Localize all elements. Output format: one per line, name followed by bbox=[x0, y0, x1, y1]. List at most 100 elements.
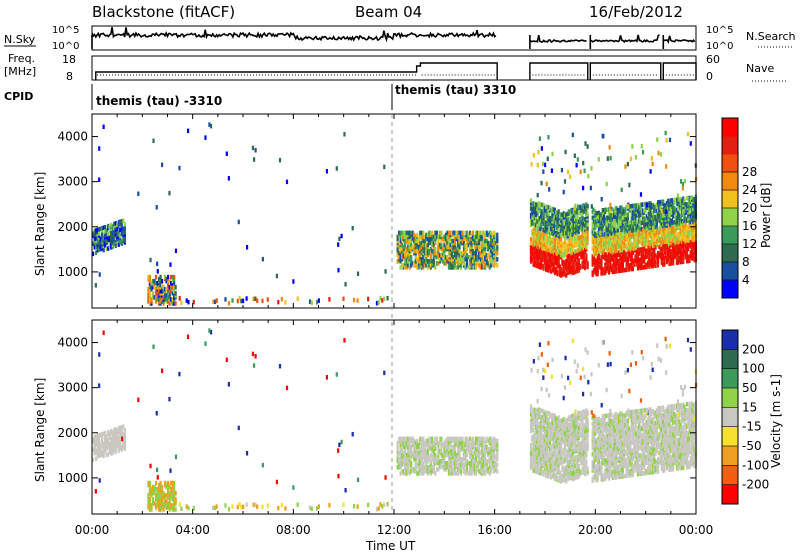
power-cell bbox=[558, 268, 562, 274]
power-cell bbox=[597, 235, 601, 240]
power-cell bbox=[597, 210, 601, 216]
velocity-cell bbox=[148, 497, 152, 502]
velocity-cell bbox=[110, 445, 113, 450]
power-cell bbox=[485, 230, 488, 236]
power-cell bbox=[631, 232, 635, 237]
velocity-cell bbox=[546, 433, 549, 438]
power-cell bbox=[692, 210, 696, 216]
velocity-cell bbox=[254, 354, 257, 359]
power-cell bbox=[468, 240, 472, 246]
power-cell bbox=[594, 257, 597, 263]
velocity-cell bbox=[166, 488, 170, 494]
velocity-cell bbox=[92, 437, 95, 442]
velocity-cell bbox=[459, 436, 463, 442]
power-cell bbox=[629, 240, 632, 246]
power-cell bbox=[570, 208, 573, 213]
power-cell bbox=[630, 207, 633, 213]
power-cell bbox=[575, 261, 578, 266]
power-cell bbox=[547, 229, 550, 235]
power-cell bbox=[536, 162, 539, 168]
velocity-cell bbox=[470, 458, 473, 464]
power-cell bbox=[614, 210, 617, 215]
velocity-cell bbox=[101, 450, 104, 455]
velocity-cell bbox=[408, 469, 411, 474]
power-cell bbox=[435, 230, 438, 236]
velocity-cell bbox=[534, 428, 538, 434]
velocity-cell bbox=[173, 486, 176, 492]
power-cell bbox=[212, 299, 215, 304]
power-cell bbox=[683, 224, 686, 230]
power-cell bbox=[251, 145, 255, 151]
power-cell bbox=[450, 238, 454, 244]
power-cell bbox=[692, 251, 695, 257]
power-cell bbox=[578, 235, 582, 240]
velocity-cell bbox=[534, 459, 538, 464]
power-cell bbox=[621, 262, 624, 267]
power-cell bbox=[614, 228, 617, 234]
power-cell bbox=[428, 248, 431, 254]
power-cell bbox=[462, 240, 466, 246]
power-cell bbox=[594, 268, 597, 273]
velocity-cell bbox=[533, 415, 536, 421]
power-cell bbox=[673, 228, 676, 233]
velocity-cell bbox=[156, 497, 159, 502]
power-cell bbox=[558, 244, 562, 249]
power-cell bbox=[416, 232, 419, 238]
velocity-cell bbox=[174, 490, 177, 496]
velocity-cell bbox=[532, 458, 535, 463]
power-cell bbox=[533, 242, 536, 247]
power-cell bbox=[580, 206, 583, 211]
power-cell bbox=[677, 254, 680, 259]
power-cell bbox=[586, 203, 589, 209]
power-cell bbox=[592, 211, 596, 216]
velocity-cell bbox=[111, 430, 114, 435]
power-cell bbox=[432, 234, 435, 240]
velocity-cell bbox=[534, 424, 538, 430]
power-cell bbox=[550, 240, 553, 246]
power-cell bbox=[601, 252, 604, 258]
power-cell bbox=[594, 209, 597, 214]
power-cell bbox=[615, 226, 618, 231]
power-cell bbox=[104, 233, 107, 238]
power-cell bbox=[672, 220, 675, 225]
power-cell bbox=[641, 232, 645, 238]
power-cell bbox=[560, 267, 563, 272]
power-cell bbox=[488, 250, 491, 256]
velocity-cell bbox=[251, 351, 255, 357]
power-cell bbox=[547, 211, 550, 216]
velocity-cell bbox=[425, 469, 428, 474]
nsearch-tick-top: 10^5 bbox=[706, 25, 733, 36]
power-cell bbox=[120, 227, 123, 232]
power-cell bbox=[570, 265, 573, 270]
power-cell bbox=[610, 253, 613, 259]
velocity-cell bbox=[404, 460, 407, 466]
velocity-cell bbox=[102, 445, 105, 451]
power-cell bbox=[638, 239, 641, 244]
velocity-cell bbox=[163, 503, 167, 508]
power-cell bbox=[532, 237, 535, 243]
velocity-cell bbox=[96, 445, 99, 451]
velocity-cell bbox=[533, 411, 536, 417]
power-cell bbox=[662, 262, 665, 267]
power-cell bbox=[102, 235, 105, 241]
power-cell bbox=[616, 234, 619, 239]
power-cell bbox=[604, 232, 607, 237]
power-cell bbox=[546, 227, 549, 232]
velocity-cell bbox=[92, 447, 95, 452]
power-cell bbox=[575, 218, 578, 223]
power-cell bbox=[667, 233, 670, 238]
power-cell bbox=[690, 231, 694, 237]
power-cell bbox=[668, 224, 671, 230]
velocity-cell bbox=[545, 420, 548, 425]
velocity-cell bbox=[485, 444, 488, 450]
velocity-cell bbox=[173, 493, 176, 498]
power-cell bbox=[470, 240, 473, 246]
power-cell bbox=[561, 231, 564, 236]
power-cell bbox=[683, 230, 686, 236]
power-cell bbox=[602, 248, 606, 253]
power-cell bbox=[631, 219, 635, 225]
power-cell bbox=[464, 242, 467, 248]
power-cell bbox=[545, 214, 548, 219]
velocity-cell bbox=[478, 469, 481, 474]
power-cell bbox=[609, 253, 612, 259]
